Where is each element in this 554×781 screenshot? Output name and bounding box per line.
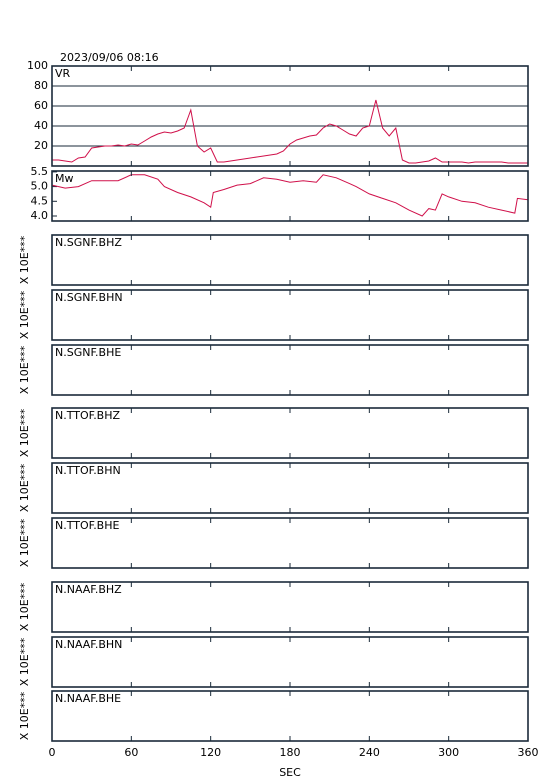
trace-y-label: X 10E*** [18, 518, 31, 567]
data-line [51, 174, 529, 217]
y-tick-label: 4.0 [31, 209, 49, 222]
trace-y-label: X 10E*** [18, 463, 31, 512]
y-tick-label: 60 [34, 99, 48, 112]
y-tick-label: 5.0 [31, 180, 49, 193]
y-tick-label: 100 [27, 59, 48, 72]
trace-y-label: X 10E*** [18, 235, 31, 284]
panel-label: VR [55, 67, 71, 80]
trace-frame [51, 344, 529, 396]
panel-frame [51, 65, 529, 167]
x-tick-label: 240 [359, 746, 380, 759]
trace-label: N.TTOF.BHZ [55, 409, 121, 422]
y-tick-label: 20 [34, 139, 48, 152]
trace-label: N.NAAF.BHN [55, 638, 122, 651]
trace-frame [51, 517, 529, 569]
trace-frame [51, 462, 529, 514]
x-axis-label: SEC [279, 766, 301, 779]
trace-label: N.NAAF.BHE [55, 692, 121, 705]
x-tick-label: 60 [124, 746, 138, 759]
trace-frame [51, 234, 529, 286]
trace-y-label: X 10E*** [18, 345, 31, 394]
y-tick-label: 80 [34, 79, 48, 92]
x-tick-label: 180 [280, 746, 301, 759]
trace-label: N.SGNF.BHN [55, 291, 123, 304]
data-line [52, 99, 528, 164]
trace-frame [51, 636, 529, 688]
y-tick-label: 4.5 [31, 194, 49, 207]
trace-frame [51, 289, 529, 341]
trace-label: N.TTOF.BHE [55, 519, 120, 532]
trace-y-label: X 10E*** [18, 637, 31, 686]
trace-frame [51, 690, 529, 742]
plot-title: 2023/09/06 08:16 [60, 51, 159, 64]
x-tick-label: 360 [518, 746, 539, 759]
y-tick-label: 40 [34, 119, 48, 132]
trace-label: N.NAAF.BHZ [55, 583, 122, 596]
panel-label: Mw [55, 172, 74, 185]
trace-frame [51, 407, 529, 459]
trace-label: N.SGNF.BHE [55, 346, 121, 359]
trace-y-label: X 10E*** [18, 582, 31, 631]
trace-frame [51, 581, 529, 633]
x-tick-label: 0 [49, 746, 56, 759]
trace-y-label: X 10E*** [18, 290, 31, 339]
trace-y-label: X 10E*** [18, 408, 31, 457]
y-tick-label: 5.5 [31, 165, 49, 178]
trace-label: N.SGNF.BHZ [55, 236, 122, 249]
trace-label: N.TTOF.BHN [55, 464, 121, 477]
trace-y-label: X 10E*** [18, 691, 31, 740]
x-tick-label: 120 [200, 746, 221, 759]
x-tick-label: 300 [438, 746, 459, 759]
